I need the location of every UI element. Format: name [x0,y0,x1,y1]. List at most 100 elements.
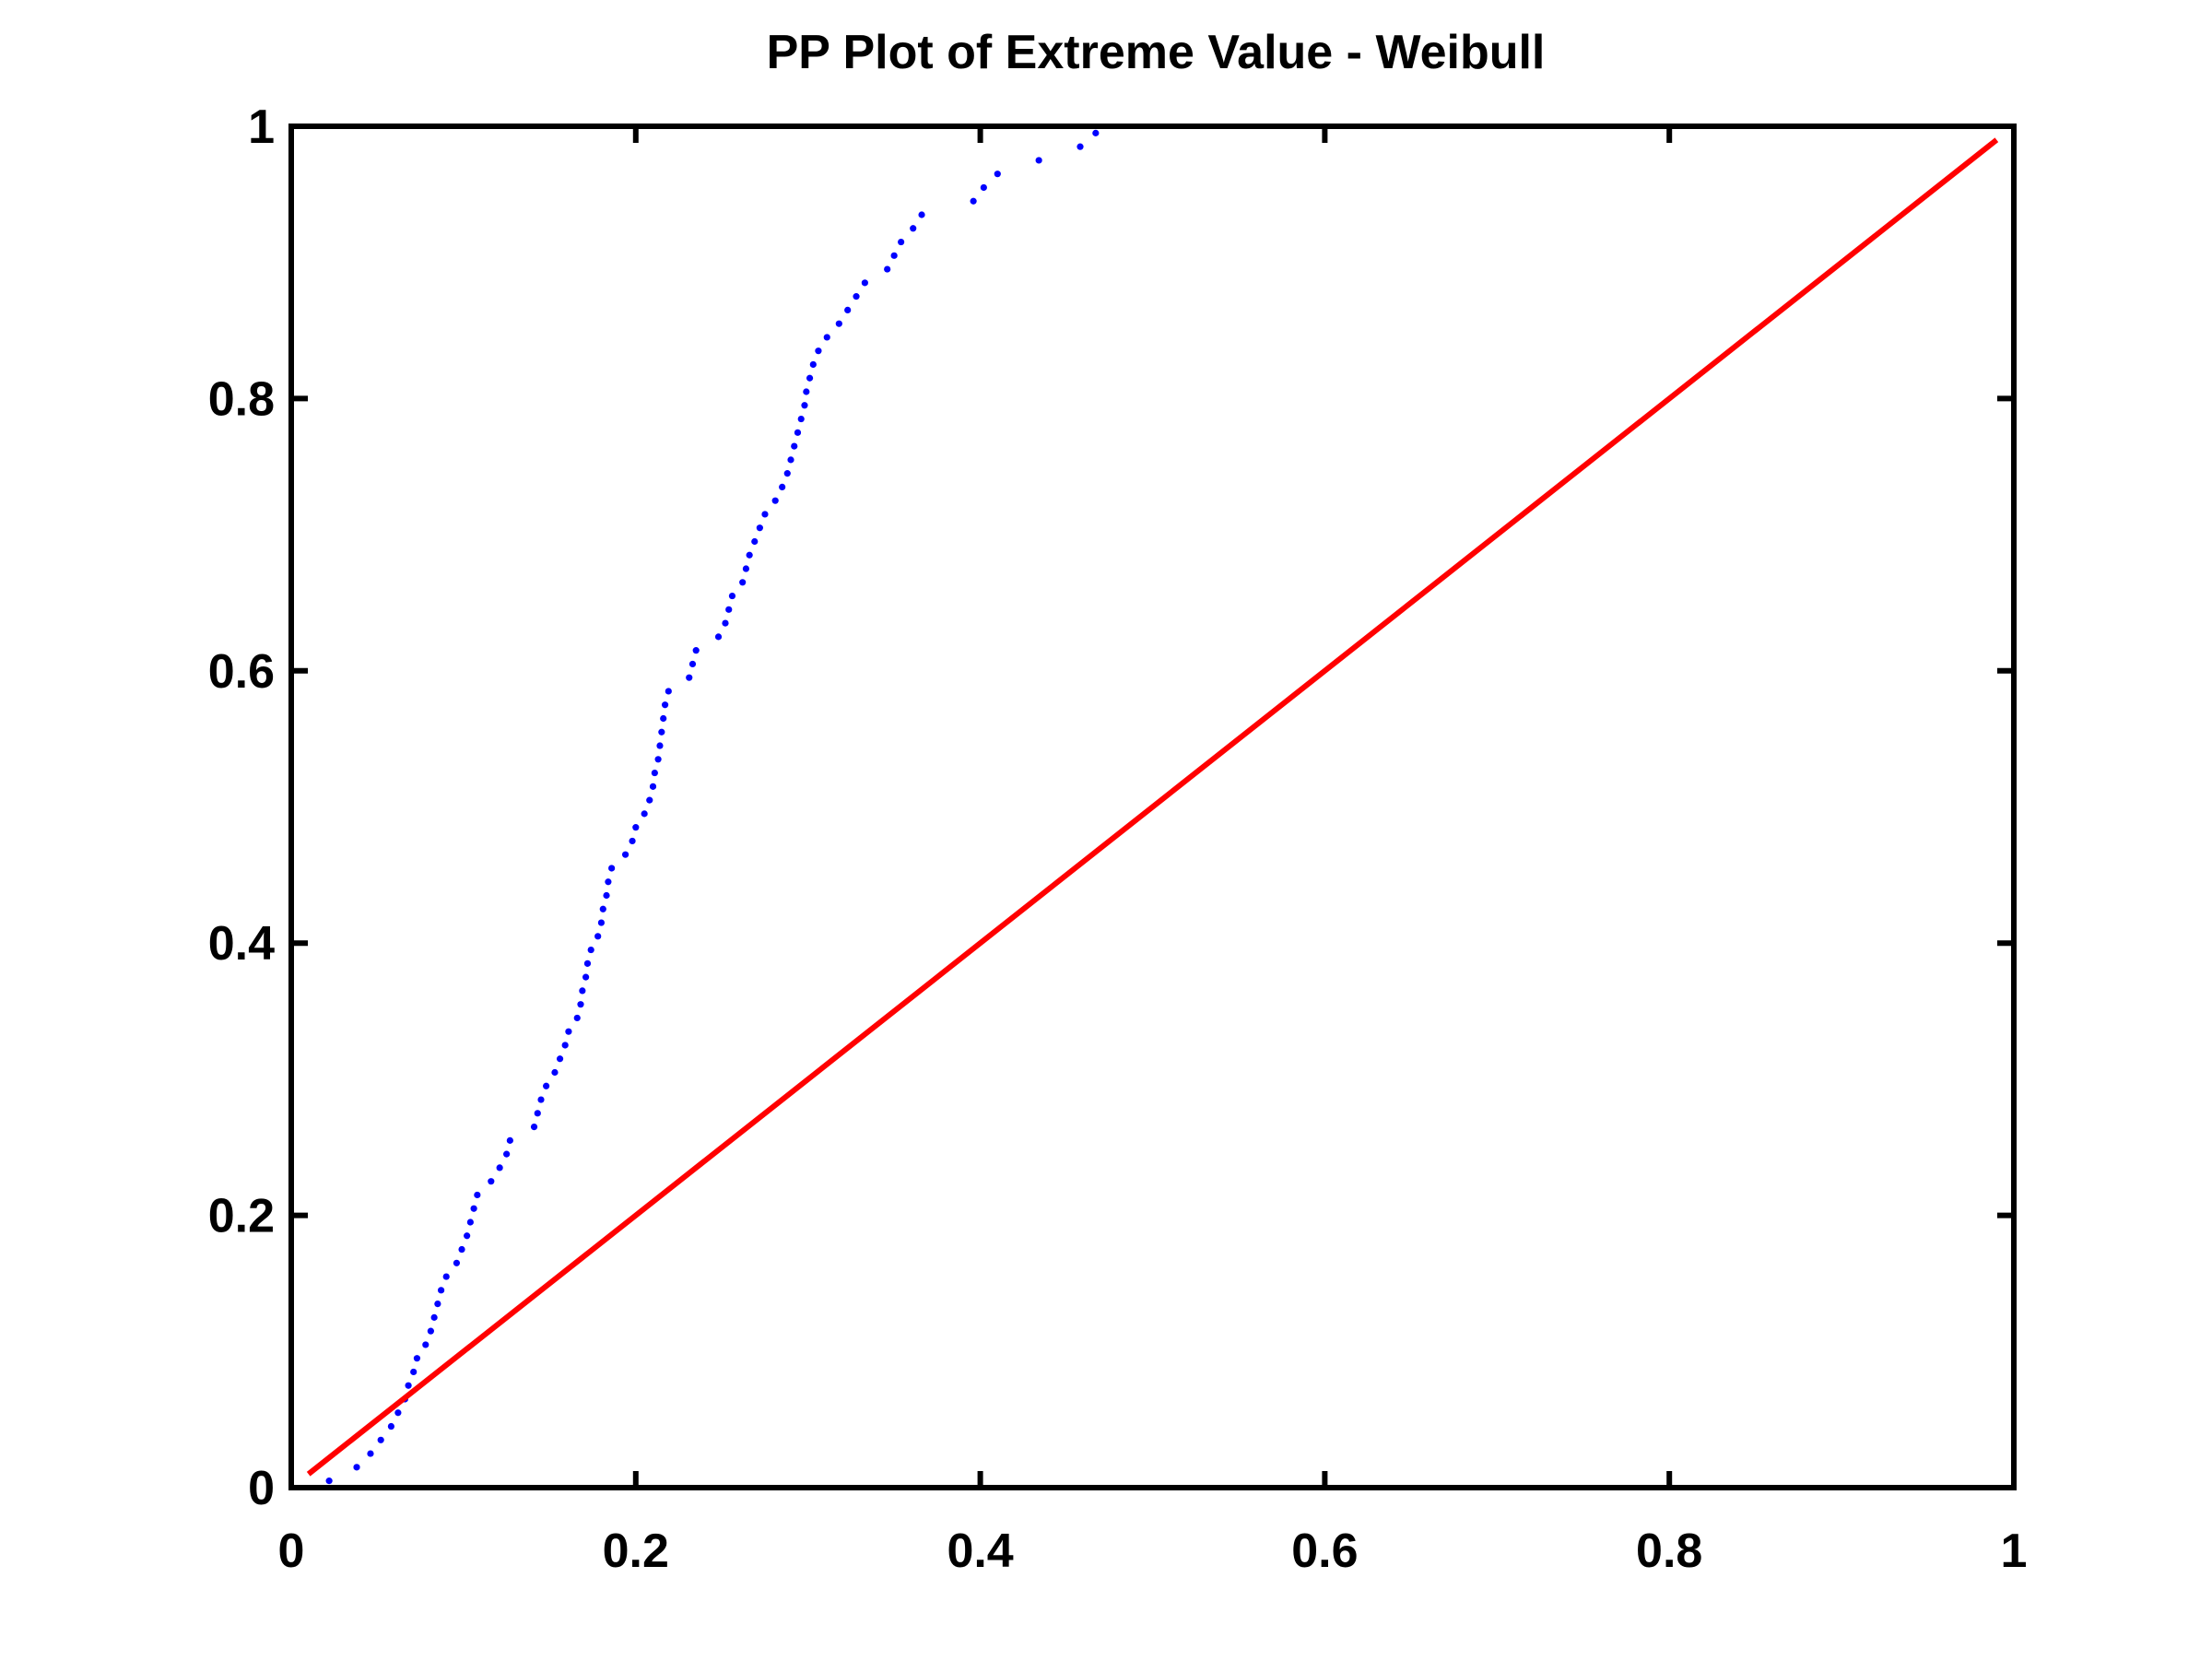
data-point [739,579,747,586]
data-point [325,1478,333,1485]
data-point [791,442,798,450]
data-point [605,878,612,886]
data-point [661,701,669,709]
y-tick-label: 1 [248,100,275,154]
y-tick-label: 0.6 [208,645,275,699]
data-point [474,1191,481,1199]
data-point [641,810,648,818]
data-point [994,171,1001,178]
y-tick-label: 0 [248,1462,275,1515]
data-point [656,742,664,749]
data-point [427,1327,434,1335]
data-point [801,402,808,409]
data-point [742,565,750,572]
data-point [686,674,693,681]
data-point [434,1301,441,1308]
data-point [470,1205,477,1212]
data-point [464,1232,471,1240]
data-point [722,619,729,627]
data-point [387,1422,395,1430]
data-point [797,415,805,423]
data-point [692,647,700,654]
data-point [597,919,606,926]
data-point [422,1341,429,1348]
data-point [561,1042,569,1049]
data-point [890,252,898,259]
data-point [646,796,653,804]
data-point [1035,157,1042,164]
data-point [779,483,786,491]
data-point [835,320,842,327]
data-point [658,728,665,736]
data-point [649,783,657,790]
data-point [665,688,672,695]
data-point [853,293,860,300]
data-point [783,470,791,477]
data-point [980,183,987,192]
data-point [377,1436,384,1443]
data-point [438,1287,445,1294]
data-point [751,537,759,546]
data-point [746,551,753,559]
data-point [577,1001,584,1008]
data-point [442,1273,450,1280]
data-point [809,360,817,369]
data-point [537,1096,545,1103]
data-point [688,660,697,668]
data-point [660,714,667,723]
data-point [918,211,925,218]
data-point [761,511,769,518]
data-point [367,1450,374,1457]
data-point [815,347,822,355]
data-point [573,1014,581,1022]
data-point [898,238,905,246]
data-point [970,197,977,205]
y-tick-label: 0.4 [208,917,275,971]
data-point [466,1219,474,1226]
data-point [453,1259,461,1266]
data-point [632,824,640,831]
data-point [621,851,629,858]
data-point [582,973,590,981]
data-point [534,1110,541,1117]
data-point [565,1028,572,1035]
data-point [728,592,736,600]
data-point [503,1150,511,1158]
data-point [603,891,610,900]
data-point [725,606,733,613]
data-point [353,1464,360,1471]
data-point [556,1055,564,1063]
data-point [394,1409,402,1417]
data-point [594,933,602,940]
data-point [599,905,606,912]
x-tick-label: 0 [278,1525,305,1578]
data-point [1092,129,1100,136]
x-tick-label: 0.2 [603,1525,669,1578]
data-point [756,524,763,532]
data-point [410,1368,418,1376]
data-point [530,1123,538,1131]
data-point [430,1313,438,1321]
x-tick-label: 0.8 [1636,1525,1702,1578]
data-point [458,1245,465,1254]
data-point [496,1164,503,1171]
data-point [823,334,830,341]
data-point [787,456,794,464]
data-point [583,960,592,967]
data-point [794,429,802,436]
reference-line [306,137,1999,1477]
data-point [551,1068,559,1077]
y-tick-label: 0.2 [208,1190,275,1243]
x-tick-label: 1 [2001,1525,2028,1578]
data-point [714,633,723,641]
data-point [654,756,662,763]
data-point [579,987,586,995]
data-point [861,279,868,287]
data-point [803,388,810,395]
data-point [884,265,891,273]
axes-box [288,124,2017,1490]
data-point [629,837,636,845]
data-point [543,1082,550,1089]
